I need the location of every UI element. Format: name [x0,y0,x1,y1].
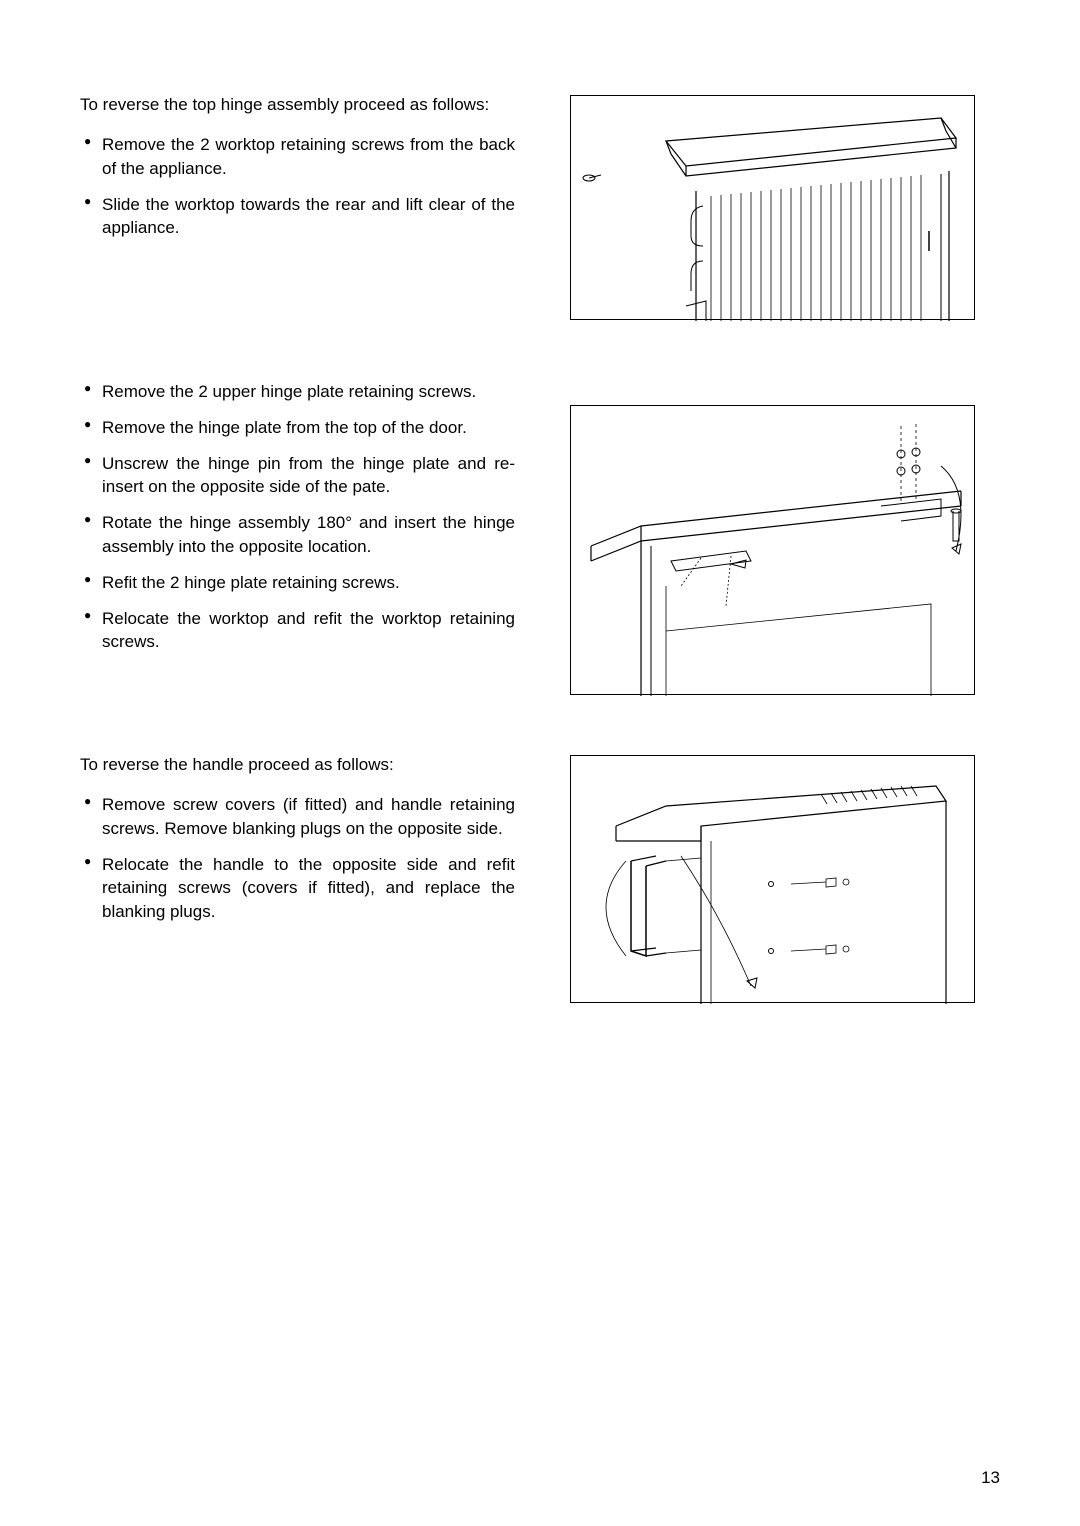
list-1: Remove the 2 worktop retaining screws fr… [80,133,515,240]
section-hinge-plate: Remove the 2 upper hinge plate retaining… [80,380,1000,695]
image-column-2 [545,380,1000,695]
list-item: Rotate the hinge assembly 180° and inser… [80,511,515,559]
image-column-3 [545,755,1000,1003]
figure-worktop [570,95,975,320]
figure-hinge [570,405,975,695]
list-3: Remove screw covers (if fitted) and hand… [80,793,515,924]
list-item: Remove the hinge plate from the top of t… [80,416,515,440]
document-page: To reverse the top hinge assembly procee… [0,0,1080,1526]
text-column-3: To reverse the handle proceed as follows… [80,755,515,1003]
list-item: Unscrew the hinge pin from the hinge pla… [80,452,515,500]
section-handle: To reverse the handle proceed as follows… [80,755,1000,1003]
intro-1: To reverse the top hinge assembly procee… [80,95,515,115]
list-item: Relocate the worktop and refit the workt… [80,607,515,655]
list-item: Slide the worktop towards the rear and l… [80,193,515,241]
list-item: Remove screw covers (if fitted) and hand… [80,793,515,841]
section-top-hinge: To reverse the top hinge assembly procee… [80,95,1000,320]
list-item: Relocate the handle to the opposite side… [80,853,515,924]
text-column-2: Remove the 2 upper hinge plate retaining… [80,380,515,695]
list-item: Remove the 2 upper hinge plate retaining… [80,380,515,404]
figure-handle [570,755,975,1003]
intro-3: To reverse the handle proceed as follows… [80,755,515,775]
list-item: Refit the 2 hinge plate retaining screws… [80,571,515,595]
text-column-1: To reverse the top hinge assembly procee… [80,95,515,320]
image-column-1 [545,95,1000,320]
page-number: 13 [981,1468,1000,1488]
list-2: Remove the 2 upper hinge plate retaining… [80,380,515,654]
list-item: Remove the 2 worktop retaining screws fr… [80,133,515,181]
